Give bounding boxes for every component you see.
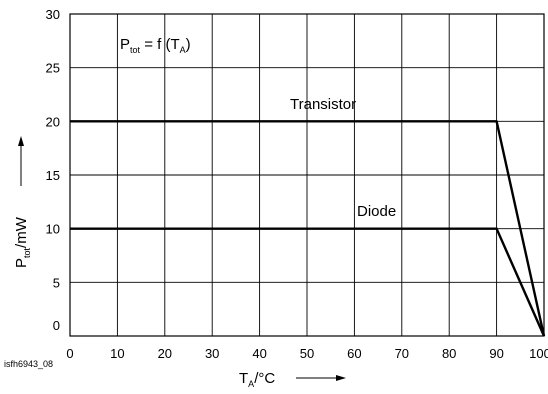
x-tick-label-20: 20	[158, 346, 172, 361]
grid	[70, 14, 544, 336]
y-tick-label-5: 5	[53, 275, 60, 290]
y-tick-label-20: 20	[46, 114, 60, 129]
series-line-diode	[70, 227, 546, 337]
y-tick-label-25: 25	[46, 61, 60, 76]
x-tick-label-10: 10	[110, 346, 124, 361]
x-tick-label-30: 30	[205, 346, 219, 361]
x-tick-label-80: 80	[442, 346, 456, 361]
y-axis-arrow	[18, 136, 24, 186]
x-tick-label-100: 100	[529, 346, 548, 361]
y-axis-label: Ptot/mW	[13, 216, 32, 268]
y-tick-label-15: 15	[46, 168, 60, 183]
svg-text:Ptot/mW: Ptot/mW	[13, 216, 32, 268]
series-label-diode: Diode	[357, 203, 396, 220]
x-tick-label-50: 50	[300, 346, 314, 361]
x-tick-label-0: 0	[66, 346, 73, 361]
x-tick-label-70: 70	[395, 346, 409, 361]
series-line-transistor	[70, 120, 546, 337]
x-axis-arrow	[296, 375, 346, 381]
series-lines	[70, 120, 546, 337]
x-axis-label: TA/°C	[239, 370, 275, 389]
y-tick-label-10: 10	[46, 222, 60, 237]
series-label-transistor: Transistor	[290, 96, 356, 113]
figure-code: isfh6943_08	[4, 359, 53, 369]
x-tick-label-40: 40	[252, 346, 266, 361]
y-tick-label-30: 30	[46, 7, 60, 22]
x-tick-labels: 0 10 20 30 40 50 60 70 80 90 100	[66, 346, 548, 361]
chart-title: Ptot = f (TA)	[120, 36, 191, 55]
y-tick-labels: 0 5 10 15 20 25 30	[46, 7, 60, 333]
x-tick-label-60: 60	[347, 346, 361, 361]
plot-frame	[69, 13, 545, 337]
y-tick-label-0: 0	[53, 318, 60, 333]
x-tick-label-90: 90	[489, 346, 503, 361]
